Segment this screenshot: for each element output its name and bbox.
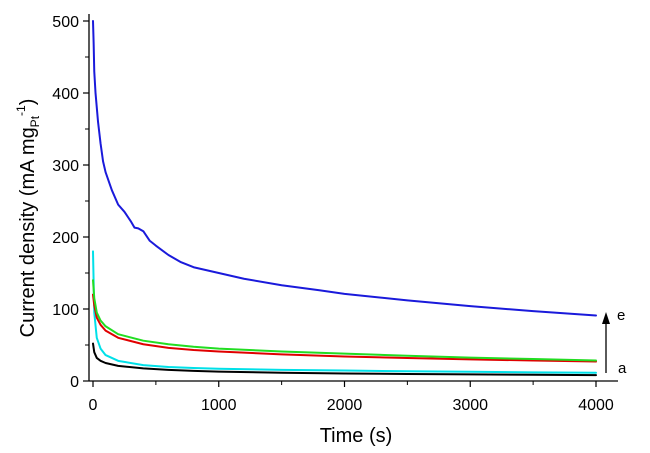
y-tick-label: 300 (52, 158, 79, 175)
x-tick-label: 4000 (578, 397, 614, 414)
series-line-1 (92, 342, 597, 377)
x-tick-label: 3000 (452, 397, 488, 414)
y-tick-label: 100 (52, 302, 79, 319)
y-axis-title-sub: Pt (28, 115, 42, 127)
series-line-4 (92, 279, 597, 362)
x-axis-title: Time (s) (320, 425, 393, 447)
y-axis-title-sup: -1 (14, 105, 28, 116)
y-tick-label: 500 (52, 14, 79, 31)
series-layer (92, 20, 597, 377)
series-line-2 (92, 250, 597, 374)
y-axis-title-main: Current density (mA mg (17, 127, 39, 337)
y-tick-label: 400 (52, 86, 79, 103)
annotations: a e (602, 307, 627, 377)
y-tick-label: 0 (70, 374, 79, 391)
x-tick-label: 0 (89, 397, 98, 414)
trend-arrow-head (602, 312, 610, 324)
label-a: a (618, 360, 627, 377)
axes: 0 1000 2000 3000 4000 0 100 200 300 400 500 (52, 14, 618, 414)
y-axis-title-close: ) (17, 99, 39, 106)
y-tick-label: 200 (52, 230, 79, 247)
y-axis-title: Current density (mA mgPt-1) (14, 99, 42, 338)
x-tick-label: 1000 (201, 397, 237, 414)
series-line-3 (92, 293, 597, 363)
label-e: e (617, 307, 625, 324)
series-line-5 (92, 20, 597, 317)
x-tick-label: 2000 (327, 397, 363, 414)
